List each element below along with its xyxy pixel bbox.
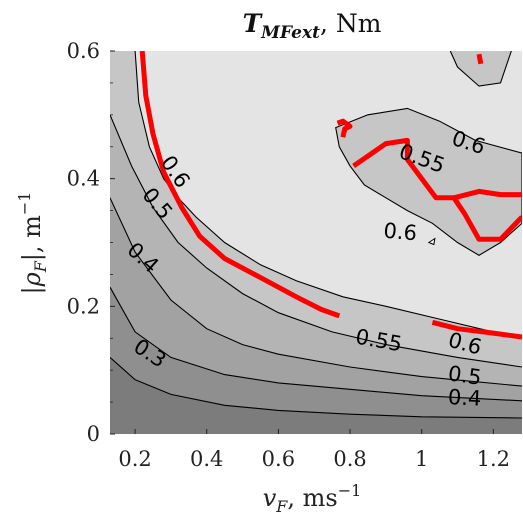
- y-tick-label: 0: [87, 422, 100, 446]
- contour-fills: [110, 51, 522, 434]
- x-tick-label: 0.6: [262, 447, 295, 471]
- contour-line-top: [449, 51, 512, 87]
- chart-title: TMFext, Nm: [243, 9, 382, 43]
- contour-line-0.3: [110, 286, 522, 402]
- highlight-contour-lower: [431, 319, 522, 340]
- y-tick-label: 0.2: [67, 294, 100, 318]
- y-axis-label-var: |ρ: [18, 272, 47, 294]
- x-axis-label-unit: , ms: [287, 484, 337, 512]
- y-axis-label-exp: −1: [15, 191, 34, 215]
- x-tick-label: 0.2: [118, 447, 151, 471]
- x-tick-label: 0.4: [190, 447, 223, 471]
- x-tick-label: 1: [415, 447, 428, 471]
- x-axis-label: vF, ms−1: [263, 481, 362, 516]
- axis-ticks: [110, 50, 494, 435]
- highlight-contour-main: [139, 51, 341, 319]
- fill-island-top: [450, 51, 512, 87]
- x-axis-label-sub: F: [275, 497, 288, 516]
- contour-line-0.5: [110, 114, 522, 368]
- y-axis-label-unit: , m: [18, 215, 46, 253]
- contour-label-0.4: 0.4: [447, 385, 482, 411]
- x-tick-label: 1.2: [477, 447, 510, 471]
- highlight-contour-island: [352, 137, 522, 242]
- y-axis-label-close: |: [18, 253, 47, 261]
- contour-speck: [427, 237, 436, 246]
- contour-line-0.4: [110, 197, 522, 387]
- y-axis-label: |ρF|, m−1: [15, 191, 50, 294]
- tick-labels: 0.2 0.4 0.6 0.8 1 1.2 0 0.2 0.4 0.6: [67, 39, 510, 471]
- contour-line-0.6: [134, 51, 522, 338]
- contour-label-0.6: 0.6: [383, 219, 418, 246]
- x-axis-label-exp: −1: [338, 481, 362, 500]
- y-tick-label: 0.4: [67, 167, 100, 191]
- x-tick-label: 0.8: [333, 447, 366, 471]
- title-sub: MFext: [260, 23, 320, 43]
- highlight-contour-top: [476, 53, 484, 65]
- plot-area: 0.60.50.40.3 0.55 0.60.50.40.55 0.60.6: [110, 51, 522, 434]
- contour-line-0.2: [110, 356, 522, 419]
- highlight-contour-loop: [336, 118, 353, 138]
- title-main: T: [243, 9, 264, 38]
- contour-line-island: [335, 107, 522, 256]
- contour-label-0.5: 0.5: [447, 361, 483, 389]
- y-axis-label-sub: F: [31, 260, 50, 273]
- highlight-contour-branch: [453, 188, 522, 201]
- highlight-contours: [139, 51, 522, 340]
- contour-lines: [110, 51, 522, 419]
- title-unit: , Nm: [320, 9, 382, 38]
- y-tick-label: 0.6: [67, 39, 100, 63]
- x-axis-label-var: v: [263, 484, 277, 512]
